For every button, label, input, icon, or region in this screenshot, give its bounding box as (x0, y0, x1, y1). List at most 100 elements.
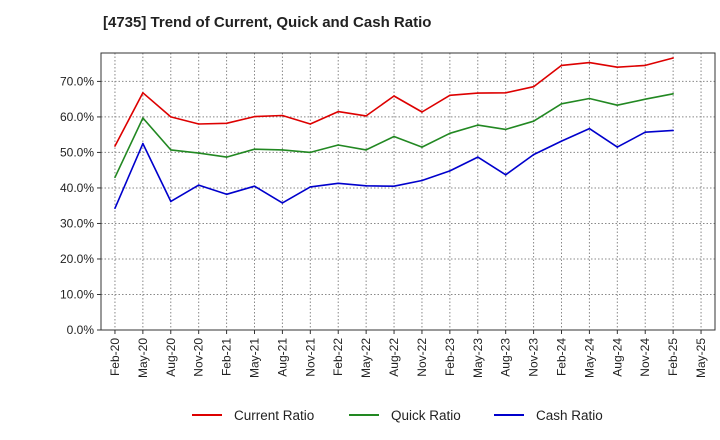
legend-label: Quick Ratio (391, 408, 461, 423)
cash-ratio-point (337, 182, 340, 185)
quick-ratio-point (253, 148, 256, 151)
cash-ratio-point (421, 179, 423, 182)
cash-ratio-series (114, 127, 674, 209)
quick-ratio-point (393, 135, 395, 138)
x-tick-label: Nov-23 (527, 338, 541, 377)
current-ratio-point (309, 123, 312, 125)
current-ratio-point (560, 64, 563, 67)
cash-ratio-point (476, 156, 479, 158)
cash-ratio-point (114, 207, 116, 209)
cash-ratio-point (365, 185, 367, 187)
legend-item-current-ratio: Current Ratio (192, 408, 314, 423)
legend-item-cash-ratio: Cash Ratio (494, 408, 603, 423)
quick-ratio-point (309, 151, 312, 154)
x-tick-label: Aug-20 (164, 338, 178, 377)
current-ratio-series (114, 57, 674, 147)
cash-ratio-point (672, 129, 674, 132)
current-ratio-point (449, 94, 451, 97)
y-tick-label: 0.0% (67, 323, 95, 337)
legend-item-quick-ratio: Quick Ratio (349, 408, 461, 423)
y-tick-label: 30.0% (60, 216, 94, 230)
x-tick-label: Feb-20 (108, 338, 122, 376)
quick-ratio-series (114, 93, 674, 179)
cash-ratio-point (225, 193, 228, 196)
legend: Current Ratio Quick Ratio Cash Ratio (192, 408, 603, 423)
x-tick-label: May-20 (136, 338, 150, 378)
current-ratio-point (616, 66, 619, 69)
cash-ratio-point (281, 202, 284, 204)
x-tick-label: Feb-23 (443, 338, 457, 376)
current-ratio-point (114, 145, 116, 147)
plot-area-frame (100, 52, 716, 331)
quick-ratio-point (476, 124, 479, 126)
quick-ratio-point (588, 97, 591, 100)
quick-ratio-point (365, 149, 367, 151)
x-tick-label: May-22 (359, 338, 373, 378)
legend-label: Cash Ratio (536, 408, 603, 423)
x-tick-label: Feb-22 (331, 338, 345, 376)
x-tick-label: Aug-24 (610, 338, 624, 377)
cash-ratio-point (449, 170, 451, 172)
x-tick-label: Feb-24 (555, 338, 569, 376)
current-ratio-point (253, 115, 256, 118)
x-tick-label: Feb-25 (666, 338, 680, 376)
y-tick-label: 60.0% (60, 110, 94, 124)
quick-ratio-point (616, 104, 619, 107)
x-tick-label: Nov-22 (415, 338, 429, 377)
cash-ratio-point (588, 127, 591, 130)
x-tick-label: Nov-21 (303, 338, 317, 377)
legend-label: Current Ratio (234, 408, 314, 423)
x-tick-label: Aug-22 (387, 338, 401, 377)
current-ratio-point (672, 57, 674, 59)
current-ratio-point (169, 116, 172, 118)
current-ratio-point (142, 91, 144, 94)
quick-ratio-point (560, 102, 563, 105)
chart-title: [4735] Trend of Current, Quick and Cash … (103, 14, 432, 31)
quick-ratio-point (337, 144, 340, 146)
current-ratio-point (588, 61, 591, 64)
current-ratio-point (421, 111, 423, 113)
cash-ratio-point (142, 142, 144, 145)
x-tick-label: May-25 (694, 338, 708, 378)
quick-ratio-point (225, 156, 228, 158)
cash-ratio-point (560, 140, 563, 142)
quick-ratio-point (114, 176, 116, 179)
cash-ratio-point (169, 200, 172, 203)
cash-ratio-point (197, 184, 200, 186)
y-tick-label: 70.0% (60, 74, 94, 88)
x-tick-label: May-24 (582, 338, 596, 378)
cash-ratio-point (644, 131, 647, 133)
current-ratio-point (644, 64, 647, 67)
quick-ratio-point (197, 152, 200, 154)
current-ratio-point (337, 110, 340, 113)
grid-lines (101, 53, 715, 330)
current-ratio-point (532, 85, 535, 88)
quick-ratio-point (169, 149, 172, 151)
current-ratio-point (365, 115, 367, 117)
cash-ratio-point (504, 174, 507, 176)
y-tick-label: 20.0% (60, 252, 94, 266)
x-tick-label: Aug-21 (275, 338, 289, 377)
quick-ratio-point (644, 98, 647, 100)
quick-ratio-point (281, 149, 284, 151)
y-tick-label: 40.0% (60, 181, 94, 195)
y-axis-ticks: 0.0% 10.0% 20.0% 30.0% 40.0% 50.0% 60.0% 70.0% (60, 74, 101, 337)
series-lines (114, 57, 674, 209)
cash-ratio-point (616, 146, 619, 148)
x-tick-label: Nov-24 (638, 338, 652, 377)
x-tick-label: May-23 (471, 338, 485, 378)
cash-ratio-point (393, 185, 395, 187)
current-ratio-point (281, 114, 284, 117)
y-tick-label: 10.0% (60, 287, 94, 301)
cash-ratio-point (309, 186, 312, 188)
cash-ratio-point (532, 153, 535, 156)
current-ratio-point (225, 122, 228, 125)
x-tick-label: Nov-20 (192, 338, 206, 377)
quick-ratio-point (504, 128, 507, 131)
quick-ratio-point (532, 120, 535, 122)
quick-ratio-point (421, 146, 423, 148)
current-ratio-point (476, 92, 479, 94)
x-tick-label: Feb-21 (220, 338, 234, 376)
cash-ratio-point (253, 185, 256, 187)
